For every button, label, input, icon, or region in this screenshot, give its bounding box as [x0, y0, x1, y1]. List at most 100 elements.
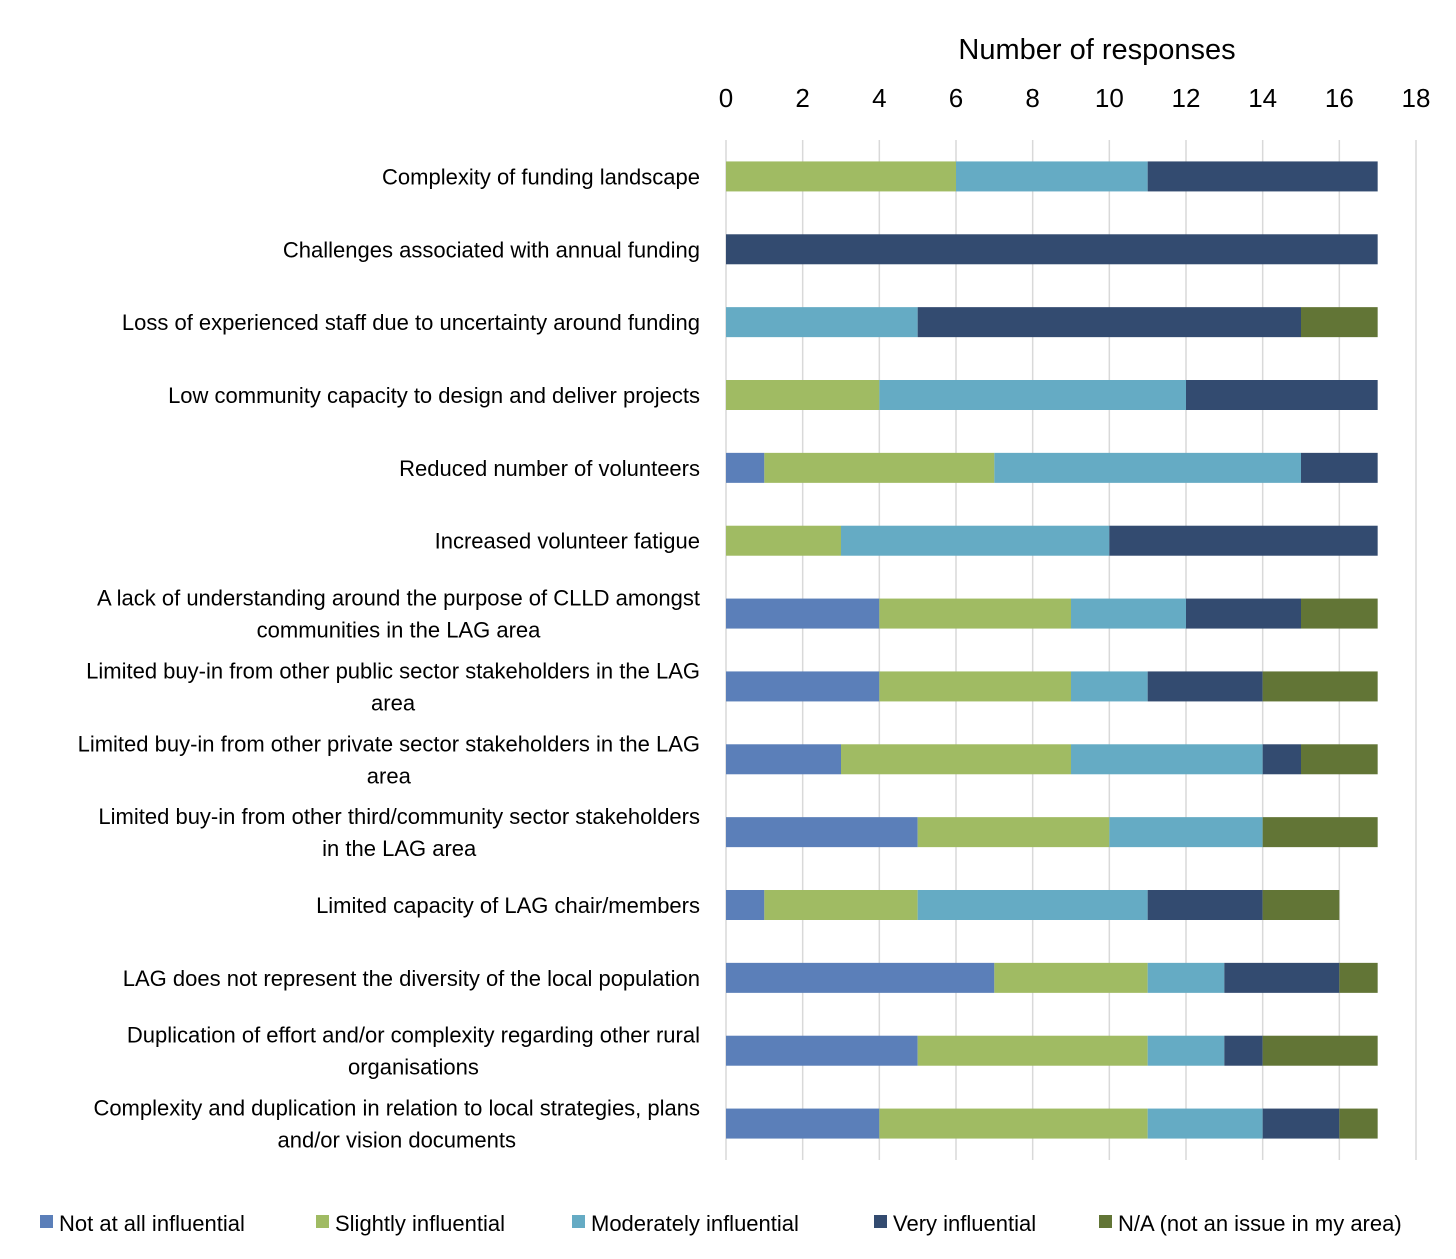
category-label: Limited buy-in from other private sector… — [78, 731, 700, 788]
legend-swatch — [40, 1215, 53, 1228]
bar-segment — [879, 671, 1071, 702]
legend-label: Very influential — [893, 1211, 1036, 1236]
bar-segment — [726, 525, 841, 556]
x-tick-label: 12 — [1172, 83, 1201, 113]
category-label: Increased volunteer fatigue — [435, 529, 700, 554]
bar-segment — [1186, 598, 1301, 629]
bar-segment — [726, 744, 841, 775]
bar-segment — [1339, 962, 1378, 993]
legend-item: Not at all influential — [40, 1211, 245, 1236]
bar-segment — [841, 744, 1071, 775]
bar-segment — [917, 1035, 1148, 1066]
bar-segment — [917, 307, 1301, 338]
category-label: Low community capacity to design and del… — [168, 383, 700, 408]
category-label: Loss of experienced staff due to uncerta… — [122, 310, 700, 335]
bar-segment — [1186, 380, 1378, 410]
bar-segment — [1147, 161, 1378, 192]
bar-segment — [726, 234, 1378, 265]
bar-segment — [726, 817, 918, 848]
bar-segment — [1301, 307, 1378, 338]
bar-segment — [1301, 744, 1378, 775]
x-tick-label: 18 — [1402, 83, 1431, 113]
category-labels: Complexity of funding landscape Challenge… — [78, 164, 700, 1152]
bar-segment — [994, 962, 1148, 993]
bar-segment — [726, 671, 880, 702]
x-tick-label: 6 — [949, 83, 963, 113]
bar-segment — [1224, 962, 1340, 993]
legend-label: Slightly influential — [335, 1211, 505, 1236]
legend-item: Slightly influential — [316, 1211, 505, 1236]
legend-item: N/A (not an issue in my area) — [1099, 1211, 1402, 1236]
x-axis-title: Number of responses — [958, 34, 1235, 66]
bar-segment — [1262, 1035, 1378, 1066]
x-tick-labels: 0 2 4 6 8 10 12 14 16 18 — [719, 83, 1431, 113]
bar-segment — [726, 962, 995, 993]
bar-segment — [726, 452, 765, 483]
legend-label: Moderately influential — [591, 1211, 799, 1236]
category-label: Challenges associated with annual fundin… — [283, 237, 700, 262]
bar-segment — [1147, 671, 1263, 702]
bars — [726, 161, 1378, 1139]
x-tick-label: 4 — [872, 83, 886, 113]
x-tick-label: 16 — [1325, 83, 1354, 113]
x-tick-label: 0 — [719, 83, 733, 113]
bar-segment — [1339, 1108, 1378, 1139]
bar-segment — [726, 1035, 918, 1066]
legend-label: N/A (not an issue in my area) — [1118, 1211, 1402, 1236]
bar-segment — [764, 452, 995, 483]
bar-segment — [1262, 744, 1301, 775]
bar-segment — [1071, 671, 1148, 702]
bar-segment — [1262, 1108, 1340, 1139]
bar-segment — [1147, 1035, 1225, 1066]
legend-swatch — [572, 1215, 585, 1228]
bar-segment — [726, 1108, 880, 1139]
bar-segment — [879, 380, 1186, 410]
legend: Not at all influential Slightly influenti… — [40, 1211, 1402, 1236]
bar-segment — [726, 161, 956, 192]
bar-segment — [1147, 962, 1225, 993]
category-label: Reduced number of volunteers — [399, 456, 700, 481]
x-tick-label: 10 — [1095, 83, 1124, 113]
legend-item: Moderately influential — [572, 1211, 799, 1236]
category-label: Limited buy-in from other public sector … — [86, 658, 700, 715]
category-label: A lack of understanding around the purpo… — [97, 586, 700, 643]
gridlines — [725, 140, 1417, 1160]
bar-segment — [726, 890, 765, 920]
bar-segment — [917, 817, 1110, 848]
bar-segment — [1262, 817, 1378, 848]
bar-segment — [994, 452, 1301, 483]
bar-segment — [1109, 817, 1263, 848]
bar-segment — [1071, 598, 1186, 629]
category-label: Complexity of funding landscape — [382, 164, 700, 189]
category-label: Limited capacity of LAG chair/members — [316, 893, 700, 918]
bar-segment — [1109, 525, 1378, 556]
bar-segment — [956, 161, 1148, 192]
bar-segment — [764, 890, 918, 920]
bar-segment — [726, 598, 880, 629]
category-label: Limited buy-in from other third/communit… — [98, 804, 700, 861]
x-tick-label: 2 — [795, 83, 809, 113]
legend-swatch — [874, 1215, 887, 1228]
bar-segment — [1147, 890, 1263, 920]
x-tick-label: 14 — [1248, 83, 1277, 113]
bar-segment — [726, 307, 918, 338]
legend-swatch — [316, 1215, 329, 1228]
bar-segment — [841, 525, 1110, 556]
legend-item: Very influential — [874, 1211, 1036, 1236]
bar-segment — [1301, 452, 1378, 483]
bar-segment — [1301, 598, 1378, 629]
bar-segment — [1224, 1035, 1263, 1066]
category-label: Complexity and duplication in relation t… — [93, 1096, 700, 1153]
x-tick-label: 8 — [1025, 83, 1039, 113]
bar-segment — [1071, 744, 1263, 775]
bar-segment — [1262, 671, 1378, 702]
bar-segment — [726, 380, 880, 410]
bar-segment — [879, 598, 1071, 629]
bar-segment — [917, 890, 1148, 920]
bar-segment — [1262, 890, 1340, 920]
bar-segment — [879, 1108, 1148, 1139]
category-label: Duplication of effort and/or complexity … — [127, 1023, 700, 1080]
bar-segment — [1147, 1108, 1263, 1139]
legend-swatch — [1099, 1215, 1112, 1228]
